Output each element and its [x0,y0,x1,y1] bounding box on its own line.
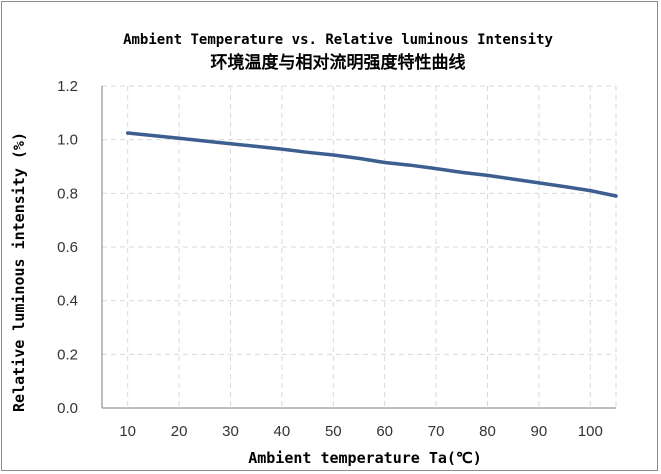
tick-labels: 0.0 0.2 0.4 0.6 0.8 1.0 1.2 10 20 30 40 50 60 70 80 90 1… [57,78,603,440]
x-tick-label: 10 [119,423,136,440]
x-tick-label: 40 [274,423,291,440]
y-tick-label: 0.0 [57,400,78,417]
x-tick-label: 50 [325,423,342,440]
y-tick-label: 0.2 [57,346,78,363]
x-tick-label: 90 [531,423,548,440]
gridlines [102,85,617,408]
y-tick-label: 0.8 [57,185,78,202]
series-line [125,131,618,198]
y-tick-label: 1.0 [57,132,78,149]
y-tick-label: 0.4 [57,293,78,310]
chart-subtitle: 环境温度与相对流明强度特性曲线 [211,52,466,73]
x-tick-label: 100 [578,423,603,440]
axes [101,86,616,409]
x-tick-label: 80 [479,423,496,440]
y-tick-label: 1.2 [57,78,78,95]
x-tick-label: 60 [376,423,393,440]
chart-title: Ambient Temperature vs. Relative luminou… [123,32,553,48]
series-layer [125,131,618,198]
x-tick-label: 70 [428,423,445,440]
x-tick-label: 20 [171,423,188,440]
y-axis-title: Relative luminous intensity (%) [10,132,28,412]
x-axis-title: Ambient temperature Ta(℃) [248,449,482,467]
y-tick-label: 0.6 [57,239,78,256]
x-tick-label: 30 [222,423,239,440]
